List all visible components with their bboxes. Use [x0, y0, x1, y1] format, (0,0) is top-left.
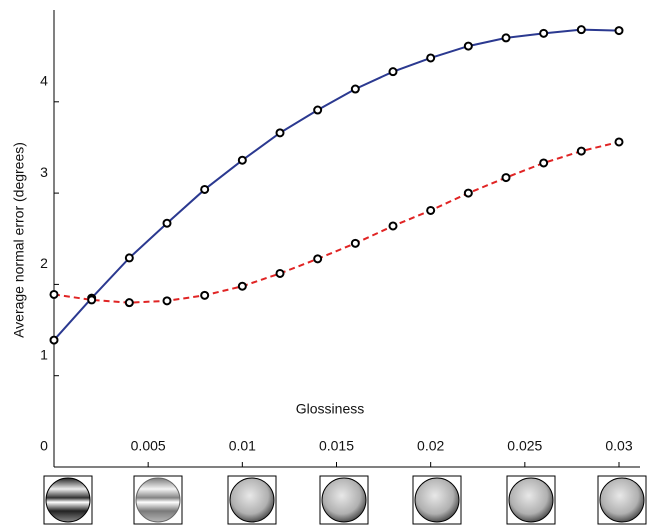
y-axis-label: Average normal error (degrees) [11, 142, 27, 338]
x-tick-label: 0.015 [319, 438, 354, 454]
y-tick-label: 4 [40, 73, 48, 89]
y-tick-label: 0 [40, 438, 48, 454]
data-point [501, 173, 511, 183]
data-point [614, 26, 624, 36]
data-point [275, 128, 285, 138]
x-tick-label: 0.01 [229, 438, 256, 454]
data-point [275, 268, 285, 278]
x-tick-label: 0.025 [507, 438, 542, 454]
data-point [426, 53, 436, 63]
y-tick-label: 1 [40, 346, 48, 362]
y-tick-label: 2 [40, 255, 48, 271]
data-point [49, 335, 59, 345]
data-point [237, 155, 247, 165]
x-tick-label: 0.005 [131, 438, 166, 454]
data-point [162, 296, 172, 306]
series-line [53, 141, 620, 304]
data-point [49, 289, 59, 299]
series-line [53, 28, 620, 341]
data-point [162, 218, 172, 228]
data-point [350, 238, 360, 248]
x-tick-label: 0.03 [605, 438, 632, 454]
data-point [200, 290, 210, 300]
data-point [463, 41, 473, 51]
data-point [237, 281, 247, 291]
data-point [350, 84, 360, 94]
data-point [463, 188, 473, 198]
data-point [501, 33, 511, 43]
y-tick-label: 3 [40, 164, 48, 180]
data-point [614, 137, 624, 147]
data-point [426, 205, 436, 215]
data-point [539, 158, 549, 168]
data-point [576, 146, 586, 156]
sphere-thumbnails [43, 475, 647, 525]
data-point [576, 25, 586, 35]
data-point [124, 253, 134, 263]
x-axis-label: Glossiness [296, 401, 364, 417]
data-point [124, 298, 134, 308]
x-tick-label: 0.02 [417, 438, 444, 454]
data-point [539, 28, 549, 38]
data-point [87, 295, 97, 305]
data-point [313, 105, 323, 115]
data-point [313, 254, 323, 264]
data-point [388, 67, 398, 77]
data-point [200, 184, 210, 194]
data-point [388, 221, 398, 231]
